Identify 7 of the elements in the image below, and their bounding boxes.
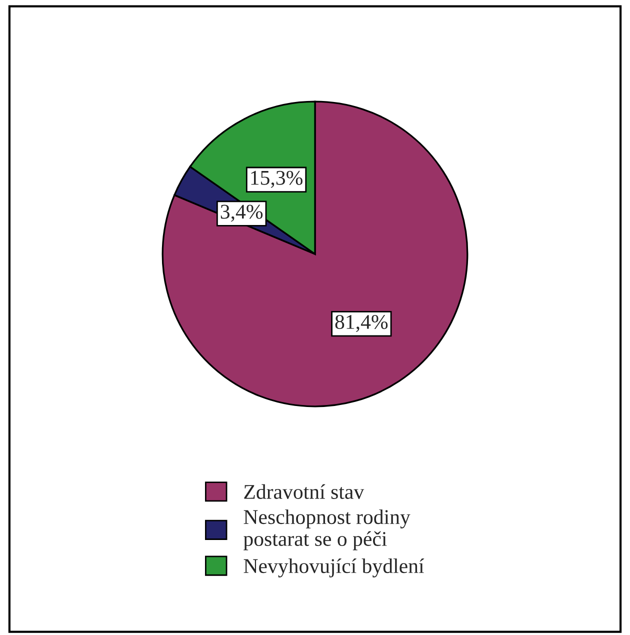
- pie-slice: [162, 100, 468, 408]
- data-label: 15,3%: [251, 170, 302, 188]
- data-label: 81,4%: [335, 314, 388, 332]
- data-label: 3,4%: [220, 204, 263, 222]
- legend-label: Nevyhovující bydlení: [244, 558, 424, 578]
- legend-label: Neschopnost rodiny postarat se o péči: [244, 509, 410, 550]
- legend-label: Zdravotní stav: [244, 484, 364, 499]
